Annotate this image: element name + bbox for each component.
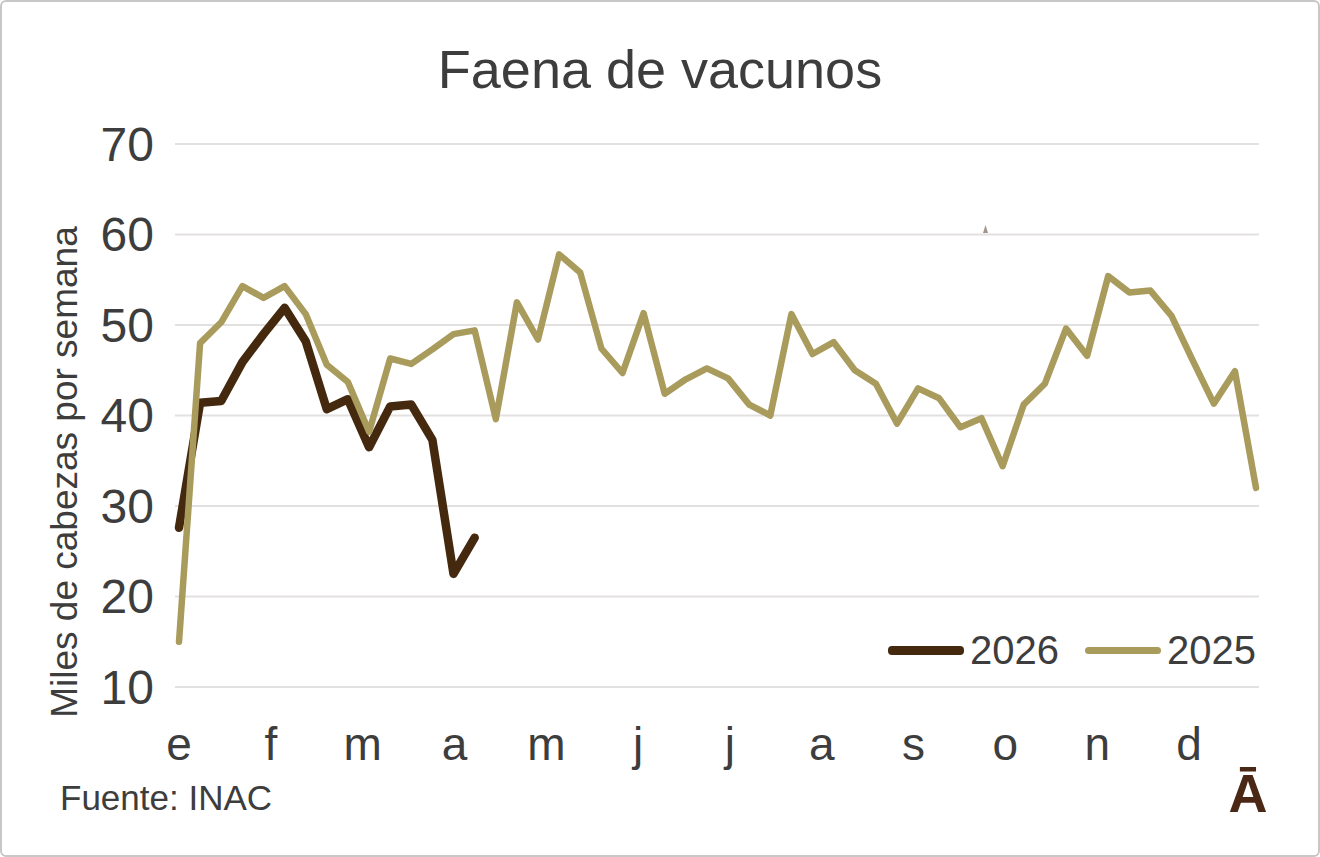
plot-area: 70 60 50 40 30 20 10e f m a m j j a s o n d	[2, 2, 1320, 857]
y-tick-label-20: 20	[101, 570, 154, 623]
y-tick-label-30: 30	[101, 480, 154, 533]
series-line-2025	[179, 254, 1256, 641]
legend-label-2026: 2026	[970, 628, 1059, 672]
x-month-label-9: s	[902, 718, 925, 770]
y-tick-label-10: 10	[101, 661, 154, 714]
x-month-label-12: d	[1176, 718, 1202, 770]
y-tick-label-70: 70	[101, 118, 154, 171]
x-month-label-8: a	[809, 718, 835, 770]
brand-logo: Ā	[1220, 762, 1276, 824]
legend-swatch-2026	[888, 646, 964, 655]
source-note: Fuente: INAC	[60, 778, 272, 818]
x-month-label-3: m	[343, 718, 381, 770]
legend-swatch-2025	[1085, 647, 1161, 654]
legend: 2026 2025	[888, 628, 1256, 672]
y-tick-label-60: 60	[101, 208, 154, 261]
x-month-label-10: o	[993, 718, 1019, 770]
x-month-label-6: j	[631, 718, 643, 770]
x-month-label-5: m	[527, 718, 565, 770]
legend-label-2025: 2025	[1167, 628, 1256, 672]
stray-mark	[983, 225, 988, 233]
x-month-label-11: n	[1084, 718, 1110, 770]
x-month-label-4: a	[442, 718, 468, 770]
chart-frame: Faena de vacunos Miles de cabezas por se…	[0, 0, 1320, 857]
y-tick-label-40: 40	[101, 389, 154, 442]
y-tick-label-50: 50	[101, 299, 154, 352]
x-month-label-2: f	[264, 718, 277, 770]
x-month-label-1: e	[166, 718, 192, 770]
x-month-label-7: j	[723, 718, 735, 770]
